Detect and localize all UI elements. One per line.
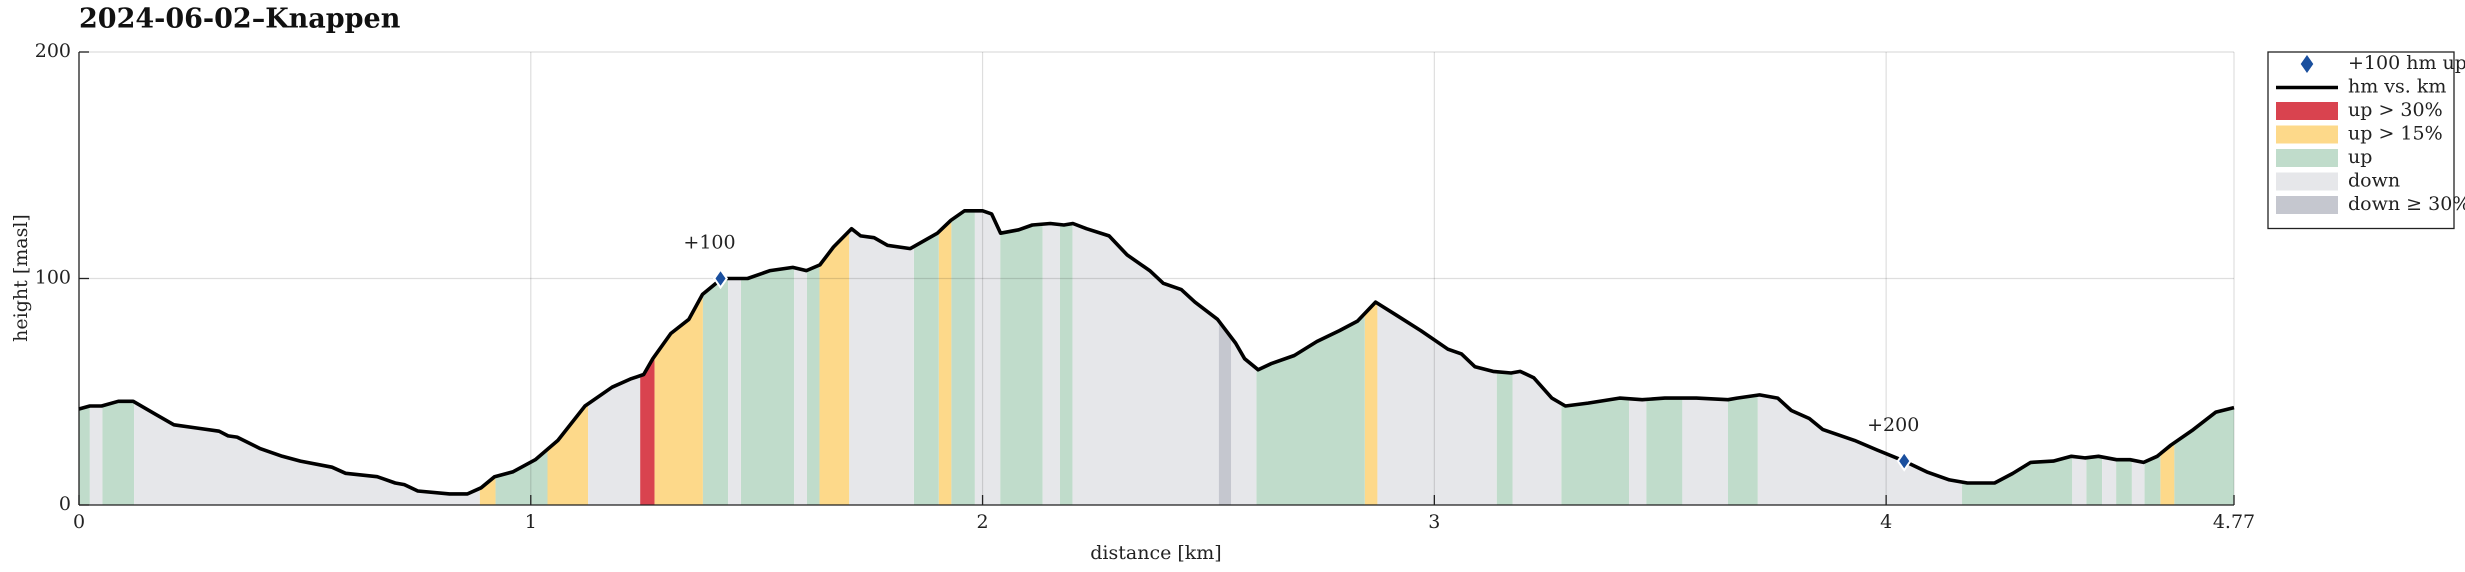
x-axis-label: distance [km] xyxy=(1090,542,1221,564)
slope-band xyxy=(938,210,952,505)
slope-band xyxy=(951,210,975,505)
legend-key xyxy=(2276,196,2338,214)
x-tick-label: 4.77 xyxy=(2213,511,2255,533)
y-tick-label: 0 xyxy=(59,493,71,515)
y-axis-label: height [masl] xyxy=(10,214,32,342)
slope-band xyxy=(849,210,914,505)
marker-label: +100 xyxy=(683,232,735,254)
slope-band xyxy=(794,210,807,505)
x-tick-label: 0 xyxy=(73,511,85,533)
x-tick-label: 4 xyxy=(1880,511,1892,533)
x-tick-label: 1 xyxy=(525,511,537,533)
legend-key xyxy=(2300,55,2314,73)
elevation-line xyxy=(78,209,2235,496)
legend-key xyxy=(2276,172,2338,191)
x-tick-label: 2 xyxy=(977,511,989,533)
legend-key xyxy=(2276,149,2338,167)
slope-band xyxy=(974,210,1001,505)
y-tick-label: 200 xyxy=(35,40,71,62)
legend-key xyxy=(2276,125,2338,144)
x-tick-label: 3 xyxy=(1428,511,1440,533)
slope-band xyxy=(913,210,939,505)
legend-label: up > 30% xyxy=(2348,99,2443,121)
legend-label: down xyxy=(2348,170,2400,192)
slope-band xyxy=(1059,210,1073,505)
chart-title: 2024-06-02–Knappen xyxy=(79,4,401,35)
slope-band xyxy=(806,210,820,505)
slope-band xyxy=(1042,210,1060,505)
legend-label: hm vs. km xyxy=(2348,76,2446,98)
legend-label: up xyxy=(2348,146,2372,168)
legend-label: up > 15% xyxy=(2348,123,2443,145)
legend-label: +100 hm up xyxy=(2348,52,2465,74)
y-tick-label: 100 xyxy=(35,267,71,289)
slope-band xyxy=(728,210,741,505)
marker xyxy=(713,267,729,290)
slope-band xyxy=(1000,210,1043,505)
legend-key xyxy=(2276,102,2338,120)
legend-label: down ≥ 30% xyxy=(2348,193,2465,215)
marker-label: +200 xyxy=(1867,414,1919,436)
marker xyxy=(1896,450,1912,472)
